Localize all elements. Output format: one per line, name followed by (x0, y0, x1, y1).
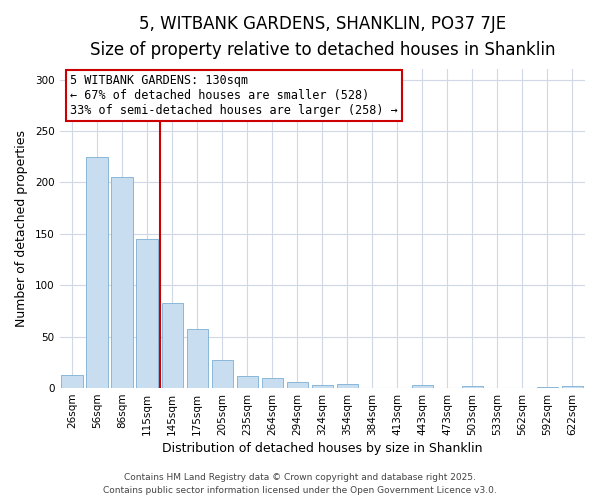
Bar (236, 376, 258, 388)
Bar (212, 360, 233, 388)
Bar (311, 385, 333, 388)
Bar (136, 239, 158, 388)
Bar (287, 382, 308, 388)
Bar (337, 384, 358, 388)
Bar (537, 387, 558, 388)
Y-axis label: Number of detached properties: Number of detached properties (15, 130, 28, 327)
Bar (262, 378, 283, 388)
Bar (462, 386, 483, 388)
Text: 5 WITBANK GARDENS: 130sqm
← 67% of detached houses are smaller (528)
33% of semi: 5 WITBANK GARDENS: 130sqm ← 67% of detac… (70, 74, 398, 117)
Bar (112, 178, 133, 388)
Bar (562, 386, 583, 388)
Bar (187, 330, 208, 388)
Text: Contains HM Land Registry data © Crown copyright and database right 2025.
Contai: Contains HM Land Registry data © Crown c… (103, 474, 497, 495)
X-axis label: Distribution of detached houses by size in Shanklin: Distribution of detached houses by size … (162, 442, 482, 455)
Bar (61, 374, 83, 388)
Title: 5, WITBANK GARDENS, SHANKLIN, PO37 7JE
Size of property relative to detached hou: 5, WITBANK GARDENS, SHANKLIN, PO37 7JE S… (89, 15, 555, 60)
Bar (161, 302, 183, 388)
Bar (412, 385, 433, 388)
Bar (86, 156, 108, 388)
